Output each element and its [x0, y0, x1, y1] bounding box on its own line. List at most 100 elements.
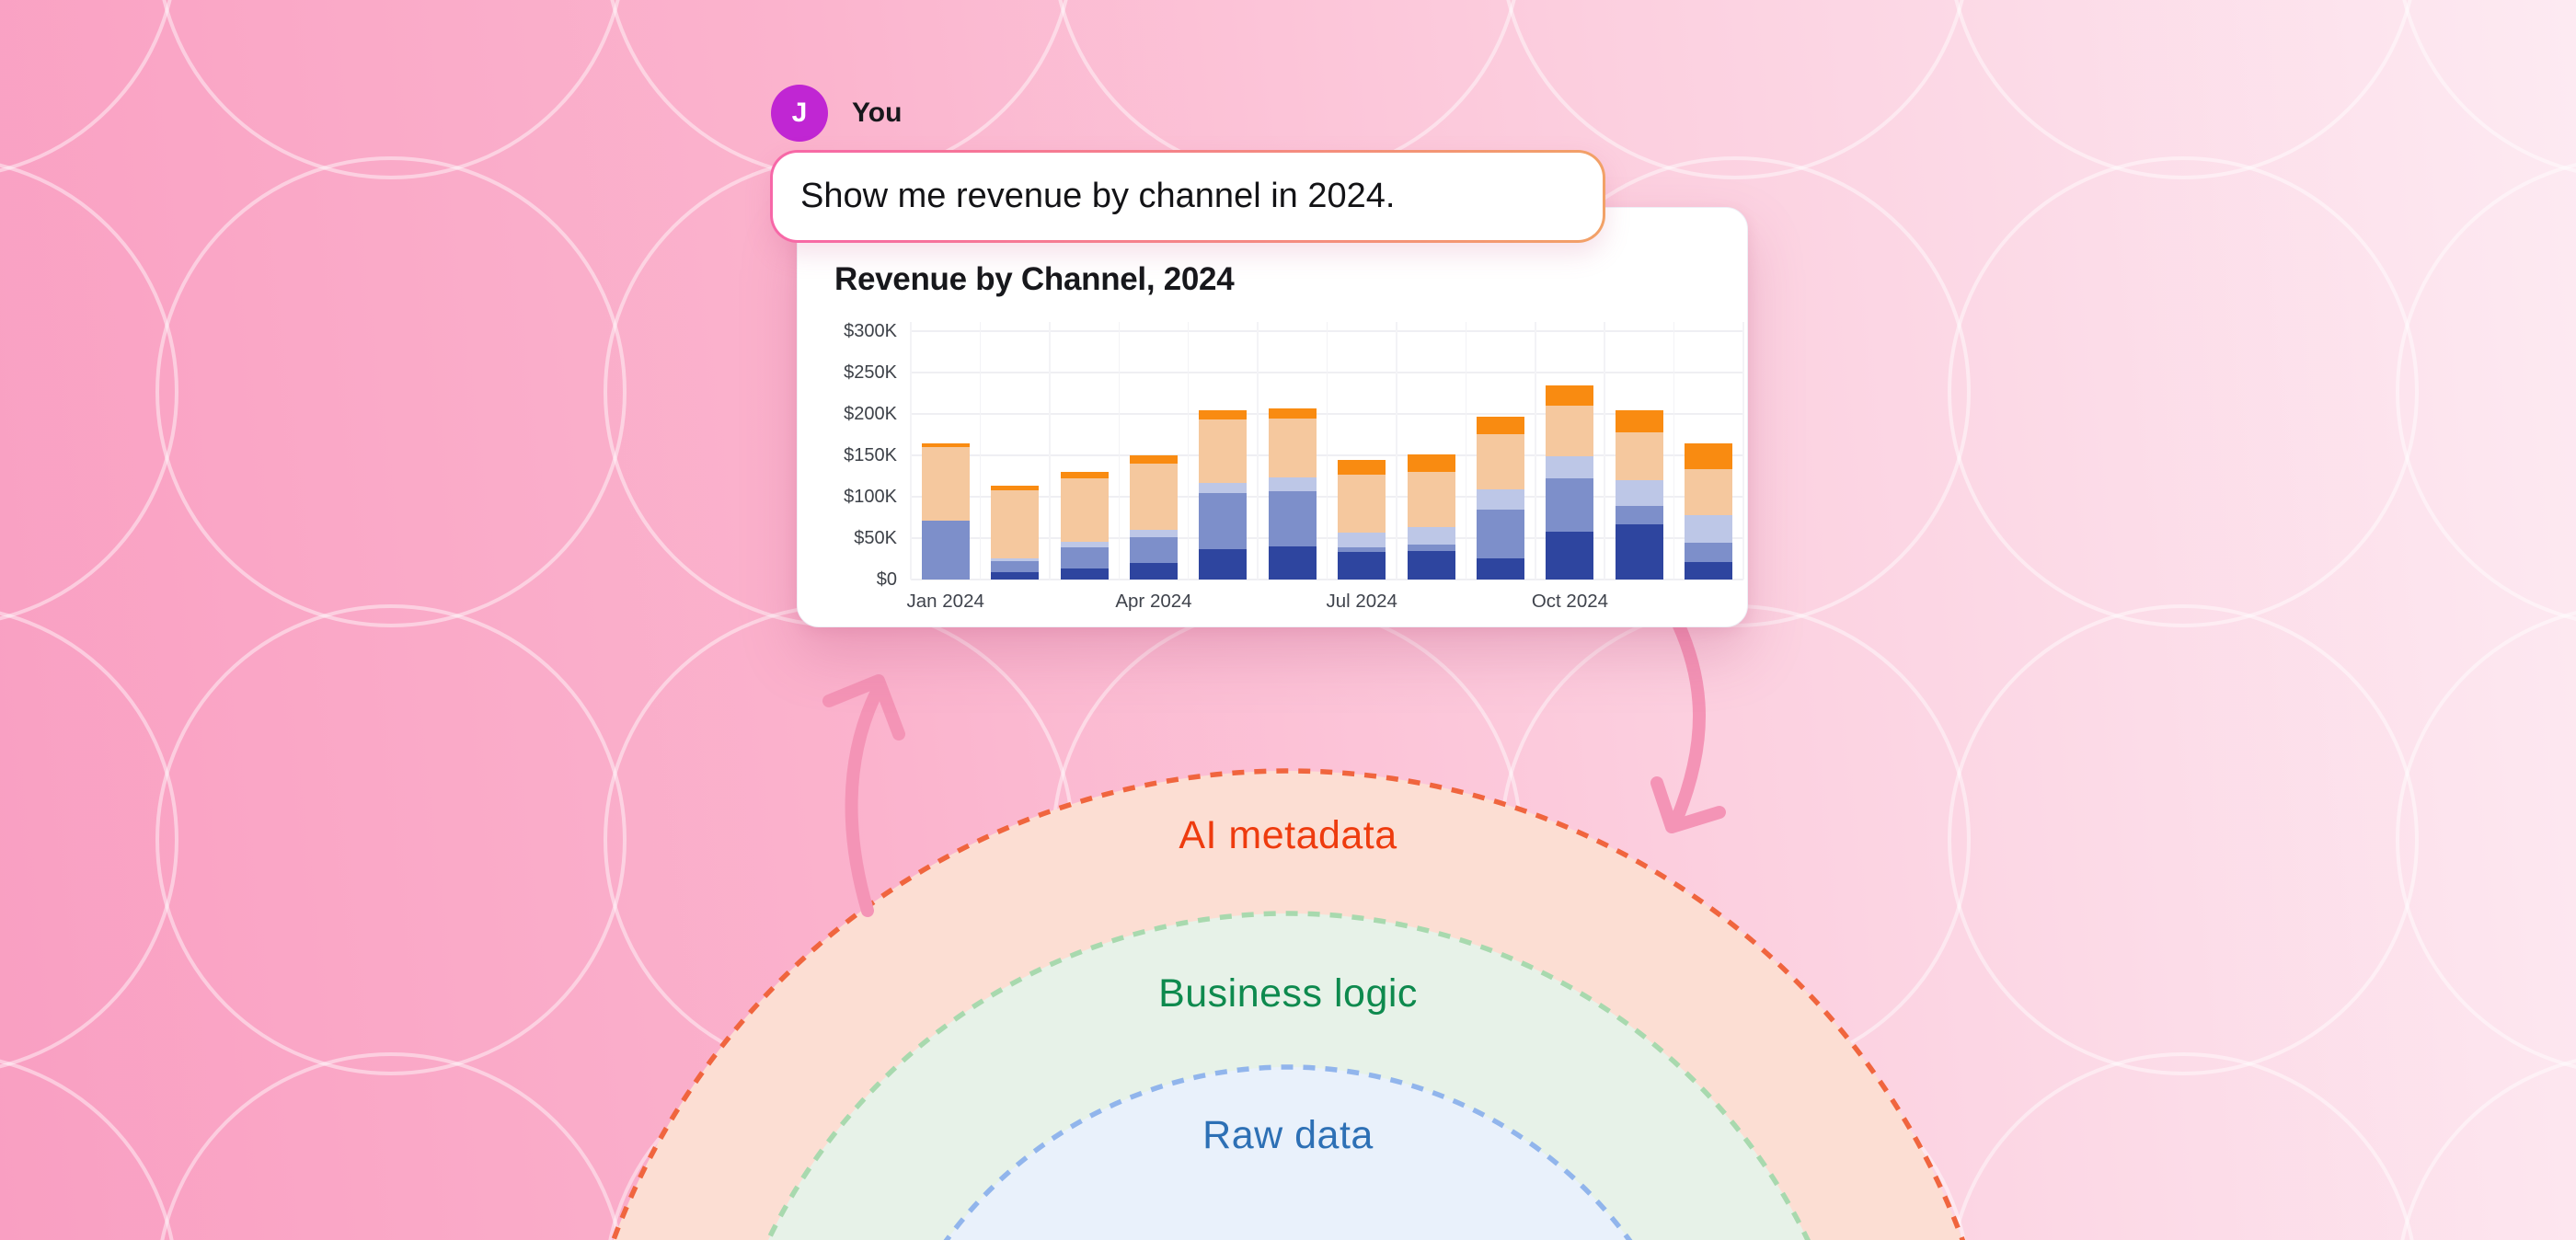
- gridline-vertical: [1118, 322, 1120, 580]
- bar-segment: [1268, 477, 1317, 491]
- bar-segment: [991, 571, 1040, 580]
- ring-label-business-logic: Business logic: [1158, 971, 1418, 1016]
- bar-may-2024: [1199, 409, 1248, 580]
- y-tick-label: $250K: [844, 362, 897, 383]
- bar-segment: [1477, 416, 1525, 434]
- y-tick-label: $200K: [844, 404, 897, 424]
- chart-card: Revenue by Channel, 2024 $0 $50K $100K $150…: [797, 207, 1748, 627]
- bar-segment: [1685, 562, 1733, 580]
- y-tick-label: $300K: [844, 321, 897, 341]
- gridline-vertical: [1396, 322, 1397, 580]
- bar-segment: [1129, 464, 1178, 531]
- chat-message-bubble: Show me revenue by channel in 2024.: [770, 150, 1605, 243]
- bar-segment: [1546, 406, 1594, 456]
- bar-dec-2024: [1685, 442, 1733, 580]
- bar-segment: [921, 443, 970, 448]
- bar-segment: [1199, 548, 1248, 580]
- bar-segment: [1685, 514, 1733, 543]
- bar-jun-2024: [1268, 408, 1317, 580]
- bar-segment: [1407, 545, 1455, 552]
- bar-nov-2024: [1615, 410, 1663, 580]
- bar-segment: [1268, 490, 1317, 546]
- bar-segment: [1268, 419, 1317, 478]
- bar-oct-2024: [1546, 385, 1594, 580]
- x-tick-label: Jan 2024: [906, 591, 984, 612]
- gridline-vertical: [1326, 322, 1328, 580]
- bar-segment: [1546, 531, 1594, 580]
- ring-raw-data: [943, 1064, 1633, 1240]
- y-axis-labels: $0 $50K $100K $150K $200K $250K $300K: [805, 321, 897, 590]
- ring-label-raw-data: Raw data: [1202, 1113, 1374, 1157]
- x-tick-label: Oct 2024: [1531, 591, 1609, 612]
- bar-feb-2024: [991, 486, 1040, 580]
- gridline-vertical: [1673, 322, 1675, 580]
- bar-segment: [1060, 478, 1109, 542]
- bar-segment: [1477, 433, 1525, 489]
- gridline-vertical: [1535, 322, 1536, 580]
- y-tick-label: $50K: [854, 528, 897, 548]
- bar-segment: [1685, 442, 1733, 470]
- bar-segment: [1477, 488, 1525, 510]
- bar-segment: [991, 486, 1040, 490]
- gridline-$0: [911, 579, 1743, 580]
- gridline-vertical: [1604, 322, 1605, 580]
- bar-segment: [1338, 459, 1386, 475]
- x-tick-label: Jul 2024: [1326, 591, 1397, 612]
- bar-segment: [921, 521, 970, 580]
- bar-segment: [1060, 541, 1109, 547]
- bar-segment: [1129, 537, 1178, 563]
- gridline-vertical: [910, 322, 912, 580]
- bar-segment: [1199, 482, 1248, 494]
- bar-segment: [1546, 455, 1594, 479]
- bar-segment: [991, 561, 1040, 572]
- bar-segment: [1615, 431, 1663, 481]
- bar-segment: [991, 557, 1040, 562]
- bar-segment: [1477, 509, 1525, 558]
- gridline-vertical: [1049, 322, 1051, 580]
- bar-segment: [1129, 455, 1178, 465]
- bar-segment: [1268, 546, 1317, 580]
- gridline-vertical: [979, 322, 982, 580]
- gridline-vertical: [1187, 322, 1190, 580]
- bar-segment: [1199, 409, 1248, 420]
- arrow-down-icon: [1670, 617, 1706, 827]
- bar-segment: [1685, 469, 1733, 515]
- gridline-vertical: [1742, 322, 1744, 580]
- bar-jul-2024: [1338, 459, 1386, 580]
- bar-segment: [1199, 419, 1248, 483]
- bar-segment: [1407, 454, 1455, 473]
- bar-segment: [1685, 542, 1733, 563]
- bar-apr-2024: [1129, 455, 1178, 580]
- bar-segment: [1615, 523, 1663, 580]
- bar-segment: [1060, 568, 1109, 580]
- gridline-vertical: [1257, 322, 1259, 580]
- bar-segment: [1060, 546, 1109, 569]
- bar-sep-2024: [1477, 416, 1525, 580]
- chart-title: Revenue by Channel, 2024: [834, 261, 1235, 297]
- x-tick-label: Apr 2024: [1115, 591, 1192, 612]
- bar-mar-2024: [1060, 472, 1109, 580]
- bar-segment: [1546, 385, 1594, 407]
- bar-aug-2024: [1407, 454, 1455, 580]
- bar-segment: [1129, 563, 1178, 580]
- arrow-up-head: [822, 674, 905, 741]
- bar-segment: [991, 489, 1040, 558]
- bar-segment: [1268, 408, 1317, 419]
- arrow-down-head: [1650, 776, 1726, 833]
- bar-segment: [1615, 480, 1663, 506]
- user-avatar: J: [771, 85, 828, 142]
- bar-segment: [1615, 410, 1663, 432]
- bar-segment: [1338, 532, 1386, 547]
- bar-segment: [1477, 557, 1525, 580]
- bar-segment: [1407, 472, 1455, 528]
- bar-segment: [1199, 493, 1248, 549]
- ring-label-ai-metadata: AI metadata: [1179, 813, 1397, 857]
- chat-sender-name: You: [852, 98, 903, 128]
- y-tick-label: $150K: [844, 445, 897, 465]
- bar-segment: [1407, 527, 1455, 545]
- bar-segment: [1338, 546, 1386, 553]
- avatar-initial: J: [791, 98, 808, 128]
- plot-area: [910, 322, 1744, 580]
